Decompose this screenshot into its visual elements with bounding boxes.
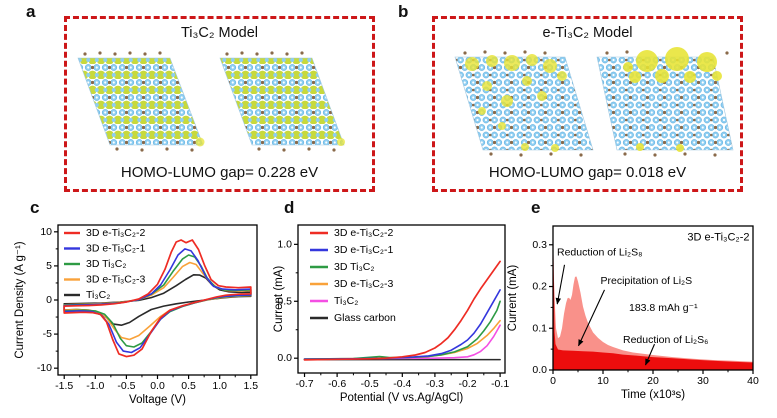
x-tick-label: -0.5 bbox=[117, 380, 135, 392]
e-ti3c2-sheet-right bbox=[596, 47, 734, 157]
legend-label: 3D e-Ti₃C₂-1 bbox=[86, 243, 145, 255]
cv-voltammetry-chart: -1.5 -1.0 -0.5 0.0 0.5 1.0 1.5 -10 -5 0 5 10 Voltage… bbox=[14, 224, 258, 406]
panel-e-label: e bbox=[531, 198, 541, 217]
series-3D Ti₃C₂ bbox=[303, 300, 501, 360]
x-axis-label: Time (x10³s) bbox=[621, 389, 685, 401]
x-tick-label: -0.3 bbox=[426, 378, 444, 390]
x-tick-label: 0.5 bbox=[181, 380, 196, 392]
x-tick-label: 40 bbox=[747, 375, 759, 387]
x-axis-label: Potential (V vs.Ag/AgCl) bbox=[340, 392, 464, 404]
panel-a-caption: HOMO-LUMO gap= 0.228 eV bbox=[120, 164, 319, 181]
annotation: 183.8 mAh g⁻¹ bbox=[629, 302, 698, 314]
panel-a-title: Ti₃C₂ Model bbox=[180, 25, 259, 41]
y-tick-label: 5 bbox=[46, 260, 52, 272]
x-tick-label: -0.6 bbox=[328, 378, 346, 390]
y-tick-label: 0.2 bbox=[532, 281, 547, 293]
series-Reduction of Li₂S₈ / Li₂S₆ bbox=[553, 246, 753, 370]
y-axis-label: Current Density (A g⁻¹) bbox=[14, 241, 26, 358]
legend-label: 3D e-Ti₃C₂-2 bbox=[334, 227, 393, 239]
legend-label: 3D e-Ti₃C₂-3 bbox=[86, 274, 145, 286]
panel-b-box: e-Ti₃C₂ Model bbox=[432, 16, 743, 192]
legend-label: 3D e-Ti₃C₂-3 bbox=[334, 278, 393, 290]
annotation-arrow bbox=[644, 343, 656, 366]
y-tick-label: 0.3 bbox=[532, 239, 547, 251]
panel-a-label: a bbox=[26, 2, 36, 21]
panel-b-caption: HOMO-LUMO gap= 0.018 eV bbox=[488, 164, 687, 181]
polarization-current-chart: -0.7 -0.6 -0.5 -0.4 -0.3 -0.2 -0.1 0.0 0.5 1.0 Pot… bbox=[273, 224, 509, 404]
x-tick-label: -0.7 bbox=[295, 378, 313, 390]
y-tick-label: -5 bbox=[43, 328, 52, 340]
annotation: Reduction of Li₂S₈ bbox=[557, 246, 642, 258]
y-tick-label: 10 bbox=[40, 226, 52, 238]
x-axis-label: Voltage (V) bbox=[129, 394, 186, 406]
ti3c2-structure-image bbox=[77, 51, 345, 152]
e-ti3c2-sheet-left bbox=[454, 50, 594, 157]
y-tick-label: 0.0 bbox=[532, 364, 547, 376]
legend-label: Ti₃C₂ bbox=[334, 295, 358, 307]
plot-frame bbox=[297, 224, 506, 374]
ti3c2-sheet-right bbox=[219, 51, 345, 152]
x-tick-label: 0.0 bbox=[150, 380, 165, 392]
y-tick-label: 0.5 bbox=[277, 295, 292, 307]
x-tick-label: -0.4 bbox=[393, 378, 411, 390]
x-tick-label: 10 bbox=[597, 375, 609, 387]
panel-a-box: Ti₃C₂ Model bbox=[64, 16, 375, 192]
y-tick-label: 0 bbox=[46, 294, 52, 306]
charge-isosurface-right bbox=[623, 47, 722, 152]
panel-b-title: e-Ti₃C₂ Model bbox=[542, 25, 633, 41]
annotation-arrow bbox=[578, 289, 605, 347]
y-tick-label: -10 bbox=[37, 362, 52, 374]
x-tick-label: -0.2 bbox=[458, 378, 476, 390]
series-3D e-Ti₃C₂-2 bbox=[63, 239, 252, 358]
y-axis-label: Current (mA) bbox=[273, 266, 285, 333]
legend-label: Ti₃C₂ bbox=[86, 289, 110, 301]
legend-label: 3D e-Ti₃C₂-1 bbox=[334, 244, 393, 256]
panel-c-label: c bbox=[30, 198, 40, 217]
y-tick-label: 0.0 bbox=[277, 352, 292, 364]
series-3D e-Ti₃C₂-2 bbox=[303, 260, 501, 361]
x-tick-label: 1.0 bbox=[212, 380, 227, 392]
panel-d-label: d bbox=[284, 198, 295, 217]
series-Precipitation of Li₂S bbox=[553, 274, 753, 370]
x-tick-label: 0 bbox=[550, 375, 556, 387]
x-tick-label: -0.5 bbox=[361, 378, 379, 390]
charge-isosurface-left bbox=[465, 54, 567, 152]
legend-label: Glass carbon bbox=[334, 312, 396, 324]
x-tick-label: 20 bbox=[647, 375, 659, 387]
legend-label: 3D Ti₃C₂ bbox=[334, 261, 374, 273]
annotation: Precipitation of Li₂S bbox=[601, 275, 693, 287]
li2s-precipitation-chart: 0 10 20 30 40 0.0 0.1 0.2 0.3 Time (x10³s) Current… bbox=[507, 225, 759, 401]
x-tick-label: -0.1 bbox=[491, 378, 509, 390]
annotation: 3D e-Ti₃C₂-2 bbox=[687, 231, 749, 243]
ti3c2-sheet-left bbox=[77, 51, 205, 152]
legend-label: 3D Ti₃C₂ bbox=[86, 258, 126, 270]
y-axis-label: Current (mA) bbox=[507, 265, 519, 332]
series-Ti₃C₂ bbox=[303, 324, 501, 360]
y-tick-label: 1.0 bbox=[277, 238, 292, 250]
e-ti3c2-structure-image bbox=[454, 47, 734, 157]
annotation-arrow bbox=[555, 264, 566, 305]
x-tick-label: -1.0 bbox=[86, 380, 104, 392]
annotation: Reduction of Li₂S₆ bbox=[623, 334, 708, 346]
legend-label: 3D e-Ti₃C₂-2 bbox=[86, 227, 145, 239]
series-3D e-Ti₃C₂-1 bbox=[63, 248, 252, 354]
x-tick-label: 1.5 bbox=[243, 380, 258, 392]
series-3D e-Ti₃C₂-3 bbox=[303, 319, 501, 360]
x-tick-label: 30 bbox=[697, 375, 709, 387]
panel-b-label: b bbox=[398, 2, 409, 21]
x-tick-label: -1.5 bbox=[55, 380, 73, 392]
y-tick-label: 0.1 bbox=[532, 322, 547, 334]
